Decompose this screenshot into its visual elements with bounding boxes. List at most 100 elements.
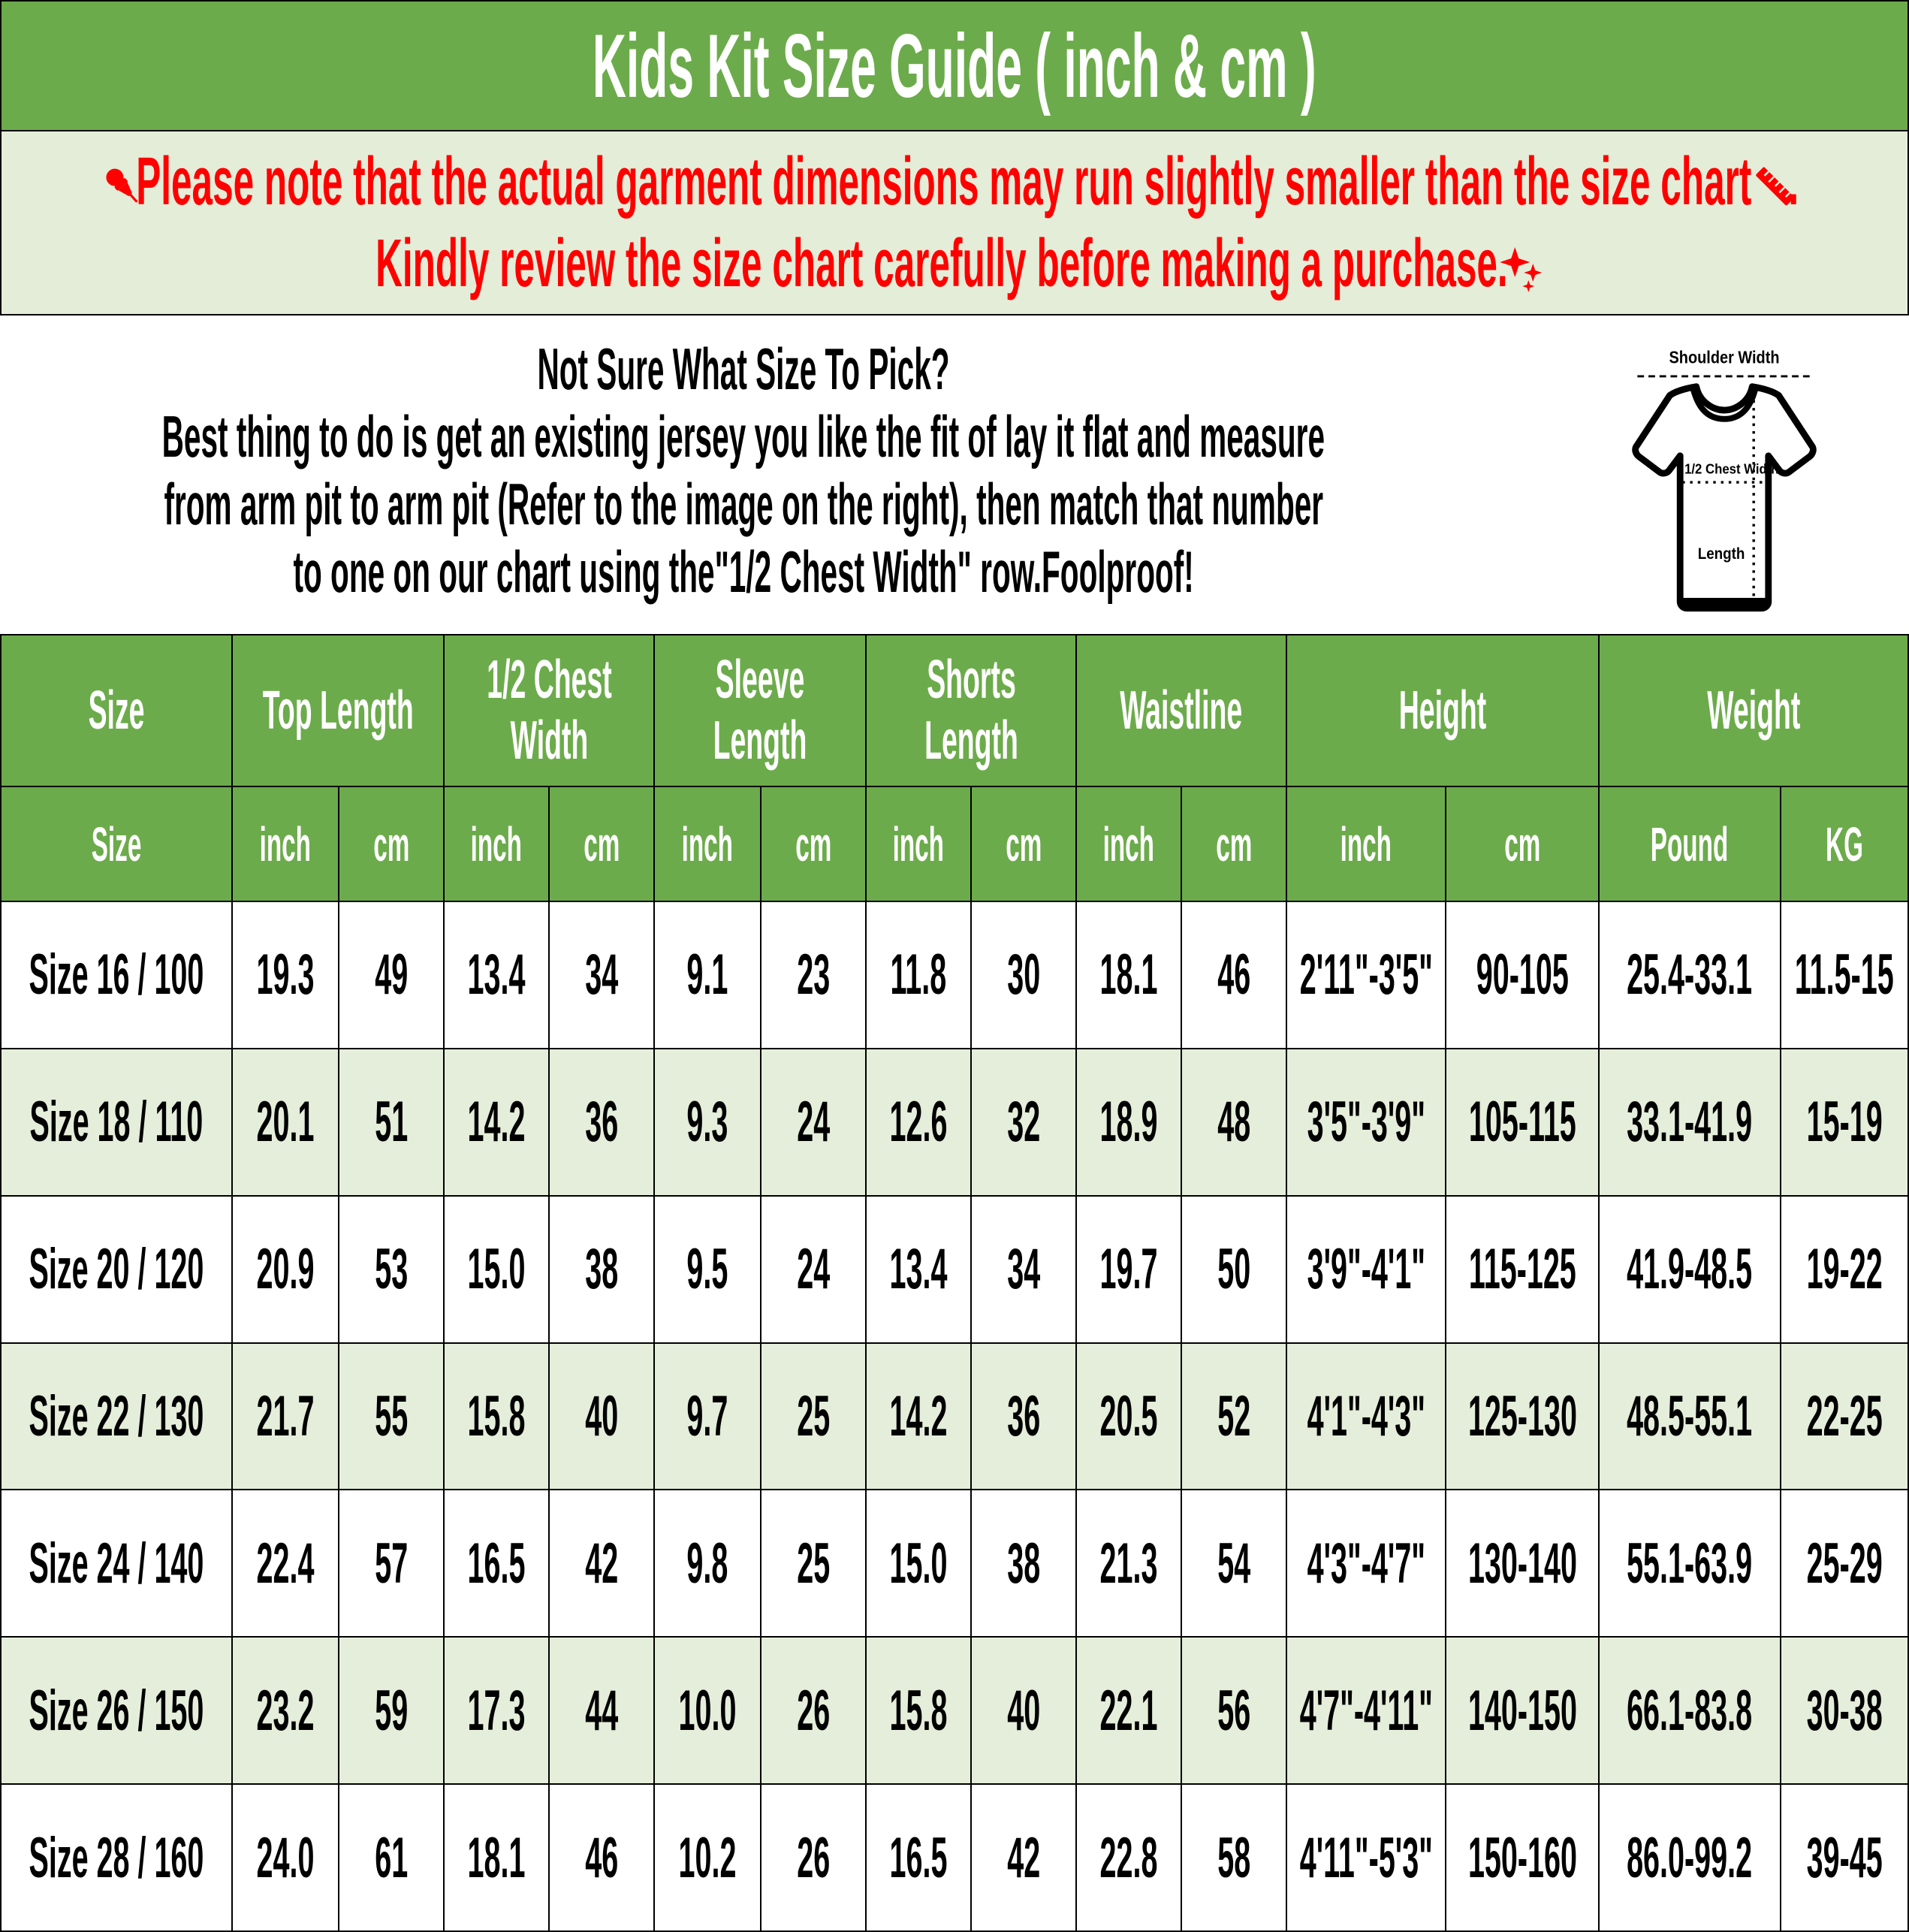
table-cell-r0-c11-label: 2'11"-3'5"	[1299, 943, 1433, 1007]
table-cell-r5-c1-label: 23.2	[256, 1678, 315, 1743]
table-cell-r6-c2-label: 61	[375, 1825, 408, 1890]
table-cell-r2-c6: 24	[761, 1196, 867, 1344]
table-cell-r2-c8-label: 34	[1007, 1237, 1040, 1302]
table-cell-r5-c10-label: 56	[1217, 1678, 1250, 1743]
table-cell-r0-c7-label: 11.8	[890, 943, 947, 1007]
table-cell-r6-c9-label: 22.8	[1099, 1825, 1158, 1890]
header-group-7-label: Weight	[1706, 681, 1801, 741]
table-cell-r3-c9: 20.5	[1077, 1343, 1182, 1491]
help-line-2-text: from arm pit to arm pit (Refer to the im…	[164, 470, 1323, 537]
header-unit-7: inch	[867, 787, 972, 902]
header-group-0-label: Size	[88, 681, 145, 741]
table-cell-r4-c3-label: 16.5	[467, 1531, 526, 1595]
table-cell-r2-c7-label: 13.4	[889, 1237, 948, 1302]
table-cell-r6-c7-label: 16.5	[889, 1825, 948, 1890]
table-cell-r2-c4: 38	[550, 1196, 655, 1344]
table-cell-r6-c1: 24.0	[233, 1785, 339, 1932]
table-cell-r0-c0-label: Size 16 / 100	[29, 943, 204, 1007]
table-cell-r4-c13: 55.1-63.9	[1600, 1490, 1781, 1638]
table-cell-r5-c3: 17.3	[445, 1638, 550, 1786]
table-cell-r0-c2: 49	[339, 902, 445, 1049]
table-cell-r1-c4-label: 36	[585, 1090, 618, 1155]
table-cell-r1-c13-label: 33.1-41.9	[1627, 1090, 1753, 1155]
table-cell-r3-c7: 14.2	[867, 1343, 972, 1491]
table-cell-r5-c14: 30-38	[1781, 1638, 1909, 1786]
table-cell-r3-c1: 21.7	[233, 1343, 339, 1491]
table-cell-r4-c10-label: 54	[1217, 1531, 1250, 1595]
table-cell-r0-c5-label: 9.1	[686, 943, 728, 1007]
sizing-help-section: Not Sure What Size To Pick? Best thing t…	[0, 315, 1909, 634]
table-cell-r4-c1-label: 22.4	[256, 1531, 315, 1595]
table-cell-r4-c6-label: 25	[797, 1531, 830, 1595]
table-cell-r6-c7: 16.5	[867, 1785, 972, 1932]
table-cell-r2-c1: 20.9	[233, 1196, 339, 1344]
header-unit-0-label: Size	[91, 817, 142, 871]
table-cell-r3-c6: 25	[761, 1343, 867, 1491]
table-cell-r3-c1-label: 21.7	[256, 1384, 315, 1448]
header-group-3: Sleeve Length	[655, 635, 867, 787]
table-cell-r5-c9-label: 22.1	[1099, 1678, 1158, 1743]
pushpin-icon	[106, 168, 139, 203]
table-cell-r1-c2: 51	[339, 1049, 445, 1197]
table-cell-r2-c4-label: 38	[585, 1237, 618, 1302]
table-cell-r2-c8: 34	[972, 1196, 1077, 1344]
table-cell-r1-c10: 48	[1182, 1049, 1287, 1197]
header-unit-13: Pound	[1600, 787, 1781, 902]
table-cell-r3-c10: 52	[1182, 1343, 1287, 1491]
table-cell-r5-c13: 66.1-83.8	[1600, 1638, 1781, 1786]
table-cell-r4-c2-label: 57	[375, 1531, 408, 1595]
table-cell-r3-c2-label: 55	[375, 1384, 408, 1448]
table-cell-r2-c2: 53	[339, 1196, 445, 1344]
length-label: Length	[1698, 544, 1745, 563]
table-cell-r0-c4-label: 34	[585, 943, 618, 1007]
table-cell-r4-c2: 57	[339, 1490, 445, 1638]
header-group-1: Top Length	[233, 635, 445, 787]
table-cell-r2-c5: 9.5	[655, 1196, 761, 1344]
table-cell-r3-c6-label: 25	[797, 1384, 830, 1448]
table-cell-r0-c14: 11.5-15	[1781, 902, 1909, 1049]
help-line-2: from arm pit to arm pit (Refer to the im…	[0, 470, 1487, 538]
notice-banner: Please note that the actual garment dime…	[0, 131, 1909, 315]
table-cell-r6-c3: 18.1	[445, 1785, 550, 1932]
table-cell-r5-c5: 10.0	[655, 1638, 761, 1786]
table-cell-r6-c12: 150-160	[1446, 1785, 1600, 1932]
table-cell-r6-c12-label: 150-160	[1467, 1825, 1577, 1890]
help-line-1: Best thing to do is get an existing jers…	[0, 403, 1487, 470]
table-cell-r2-c2-label: 53	[375, 1237, 408, 1302]
table-cell-r2-c10: 50	[1182, 1196, 1287, 1344]
table-cell-r2-c13: 41.9-48.5	[1600, 1196, 1781, 1344]
table-cell-r0-c3-label: 13.4	[467, 943, 526, 1007]
header-group-5: Waistline	[1077, 635, 1287, 787]
table-cell-r6-c6-label: 26	[797, 1825, 830, 1890]
table-cell-r4-c11: 4'3"-4'7"	[1287, 1490, 1446, 1638]
table-cell-r6-c10-label: 58	[1217, 1825, 1250, 1890]
table-cell-r3-c14: 22-25	[1781, 1343, 1909, 1491]
table-cell-r1-c0: Size 18 / 110	[2, 1049, 233, 1197]
table-cell-r3-c11: 4'1"-4'3"	[1287, 1343, 1446, 1491]
ruler-icon	[1756, 167, 1795, 205]
table-cell-r4-c12-label: 130-140	[1467, 1531, 1577, 1595]
header-group-4: Shorts Length	[867, 635, 1077, 787]
header-unit-1: inch	[233, 787, 339, 902]
table-cell-r4-c3: 16.5	[445, 1490, 550, 1638]
header-unit-11: inch	[1287, 787, 1446, 902]
sparkles-icon	[1499, 246, 1542, 292]
table-cell-r4-c7: 15.0	[867, 1490, 972, 1638]
table-cell-r3-c13: 48.5-55.1	[1600, 1343, 1781, 1491]
table-cell-r0-c0: Size 16 / 100	[2, 902, 233, 1049]
table-cell-r6-c4: 46	[550, 1785, 655, 1932]
table-cell-r2-c6-label: 24	[797, 1237, 830, 1302]
header-unit-14: KG	[1781, 787, 1909, 902]
table-cell-r0-c9: 18.1	[1077, 902, 1182, 1049]
table-cell-r3-c12-label: 125-130	[1467, 1384, 1577, 1448]
page-title: Kids Kit Size Guide ( inch & cm )	[593, 15, 1316, 116]
header-unit-0: Size	[2, 787, 233, 902]
table-cell-r3-c8: 36	[972, 1343, 1077, 1491]
help-heading: Not Sure What Size To Pick?	[537, 335, 950, 402]
table-cell-r1-c5: 9.3	[655, 1049, 761, 1197]
header-group-2: 1/2 Chest Width	[445, 635, 655, 787]
header-unit-4-label: cm	[583, 817, 620, 871]
help-heading-line: Not Sure What Size To Pick?	[0, 335, 1487, 403]
table-cell-r3-c7-label: 14.2	[889, 1384, 948, 1448]
table-cell-r4-c12: 130-140	[1446, 1490, 1600, 1638]
